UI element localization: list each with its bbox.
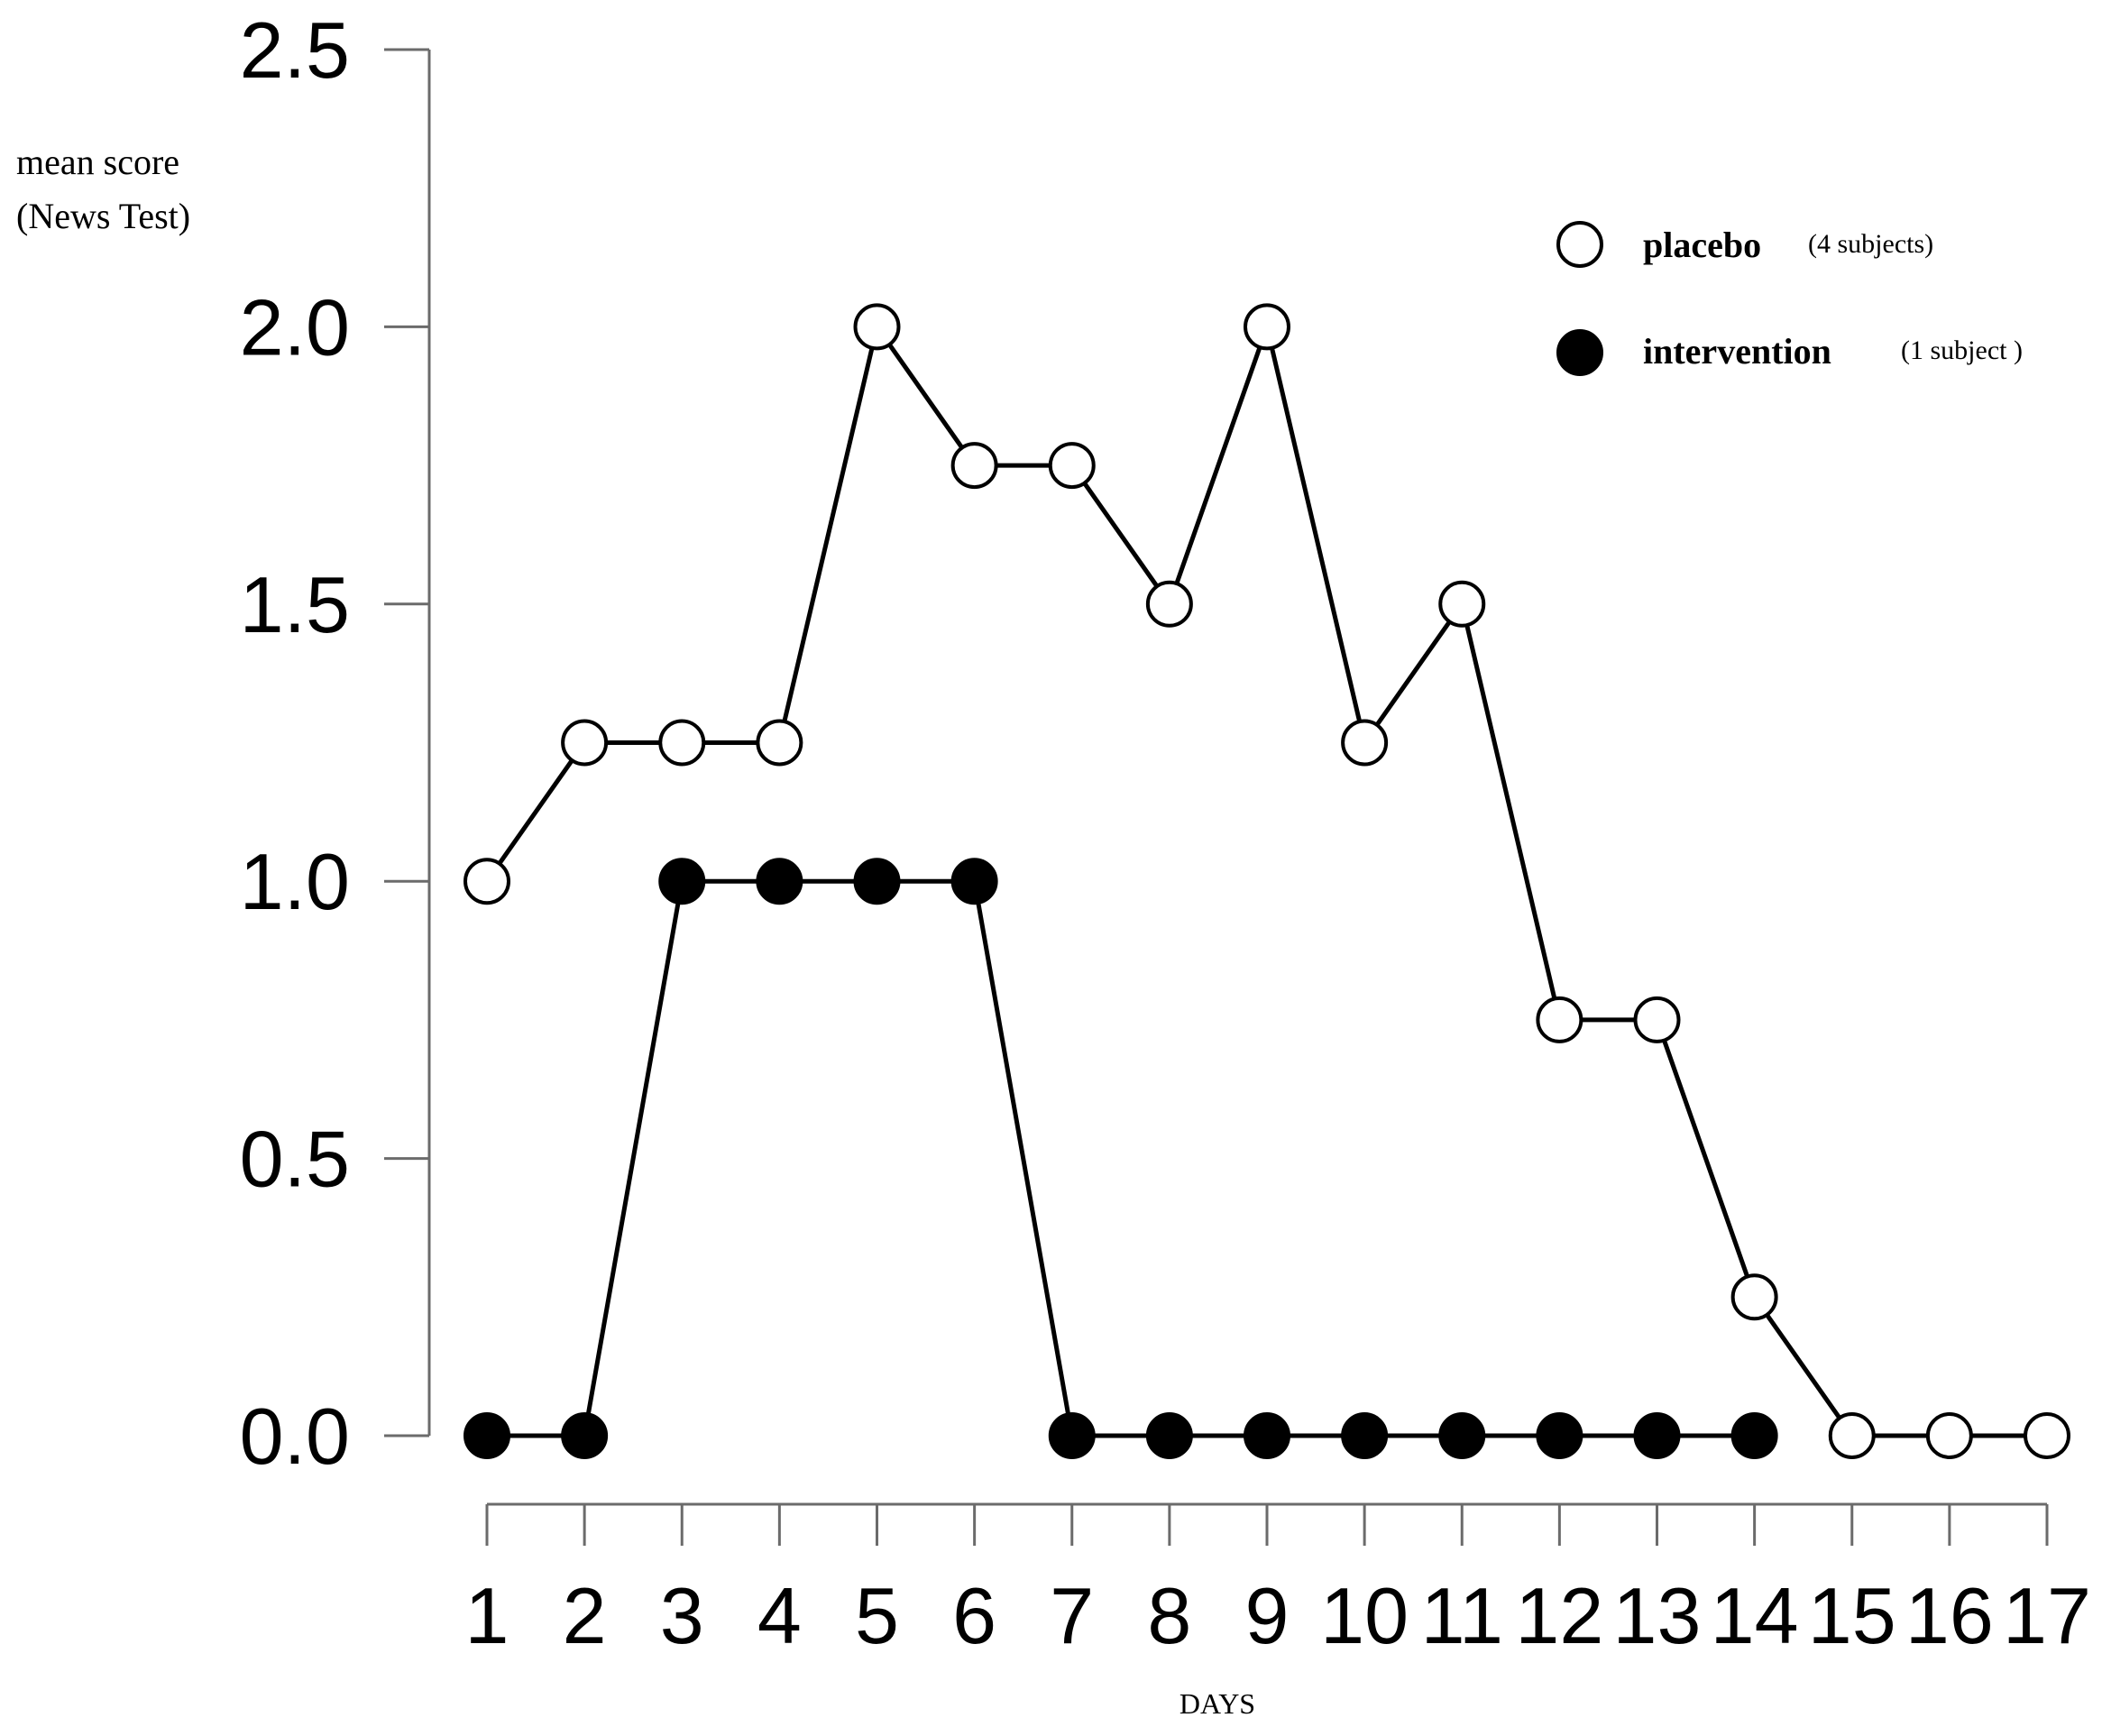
x-axis: 1 2 3 4 5 6 7 8 9 10 11 12 13 14 15 16 17 [465,1502,2091,1660]
legend-note-placebo: (4 subjects) [1808,229,1933,259]
y-tick-label: 1.0 [240,837,350,926]
legend-item-intervention: intervention (1 subject ) [1556,329,2023,376]
data-point-intervention [1536,1412,1583,1459]
data-point-placebo [1536,996,1583,1043]
x-tick-label: 15 [1808,1571,1896,1660]
data-point-placebo [658,719,706,767]
data-point-intervention [1438,1412,1486,1459]
legend-item-placebo: placebo (4 subjects) [1556,221,1933,268]
data-point-placebo [950,442,998,490]
legend-note-intervention: (1 subject ) [1901,335,2023,365]
x-tick-label: 2 [563,1571,607,1660]
y-axis: 0.0 0.5 1.0 1.5 2.0 2.5 [240,5,431,1481]
data-point-placebo [1048,442,1096,490]
data-point-intervention [853,858,901,905]
x-tick-label: 3 [660,1571,704,1660]
y-tick-label: 2.0 [240,282,350,372]
y-tick-label: 0.0 [240,1392,350,1481]
data-point-placebo [1925,1412,1973,1459]
data-point-placebo [1341,719,1389,767]
x-tick-label: 17 [2003,1571,2091,1660]
y-axis-title-line2: (News Test) [16,196,190,236]
legend-label-placebo: placebo [1643,225,1761,265]
x-tick-label: 7 [1050,1571,1094,1660]
series-intervention [464,858,1778,1459]
data-point-intervention [658,858,706,905]
y-tick-label: 2.5 [240,5,350,95]
series-layer [464,303,2070,1459]
x-tick-label: 12 [1515,1571,1603,1660]
legend-label-intervention: intervention [1643,331,1831,372]
data-point-placebo [1438,580,1486,628]
x-axis-title: DAYS [1180,1687,1255,1720]
data-point-intervention [1730,1412,1778,1459]
data-point-placebo [2024,1412,2070,1459]
y-tick-label: 1.5 [240,560,350,649]
x-tick-label: 11 [1421,1571,1503,1660]
y-axis-title-line1: mean score [16,142,179,182]
y-tick-label: 0.5 [240,1115,350,1204]
data-point-placebo [1828,1412,1876,1459]
legend-marker-intervention [1556,329,1603,376]
series-line-intervention [487,878,1755,1438]
data-point-intervention [1633,1412,1681,1459]
x-tick-label: 1 [465,1571,509,1660]
data-point-placebo [561,719,609,767]
data-point-intervention [464,1412,510,1459]
x-tick-label: 14 [1711,1571,1799,1660]
x-tick-label: 8 [1147,1571,1191,1660]
data-point-intervention [756,858,803,905]
data-point-placebo [853,303,901,351]
x-tick-label: 16 [1905,1571,1994,1660]
legend: placebo (4 subjects) intervention (1 subjec… [1556,221,2023,376]
x-tick-label: 13 [1613,1571,1702,1660]
x-tick-label: 5 [855,1571,899,1660]
data-point-placebo [1633,996,1681,1043]
series-placebo [464,303,2070,1459]
data-point-intervention [1145,1412,1193,1459]
x-tick-label: 9 [1245,1571,1290,1660]
data-point-intervention [1341,1412,1389,1459]
data-point-intervention [1048,1412,1096,1459]
x-tick-label: 4 [757,1571,802,1660]
data-point-intervention [561,1412,609,1459]
legend-marker-placebo [1556,221,1603,268]
data-point-placebo [464,858,510,905]
data-point-placebo [756,719,803,767]
data-point-intervention [950,858,998,905]
x-tick-label: 10 [1320,1571,1409,1660]
data-point-placebo [1730,1273,1778,1321]
x-tick-label: 6 [952,1571,996,1660]
data-point-intervention [1244,1412,1290,1459]
data-point-placebo [1145,580,1193,628]
data-point-placebo [1244,303,1290,351]
